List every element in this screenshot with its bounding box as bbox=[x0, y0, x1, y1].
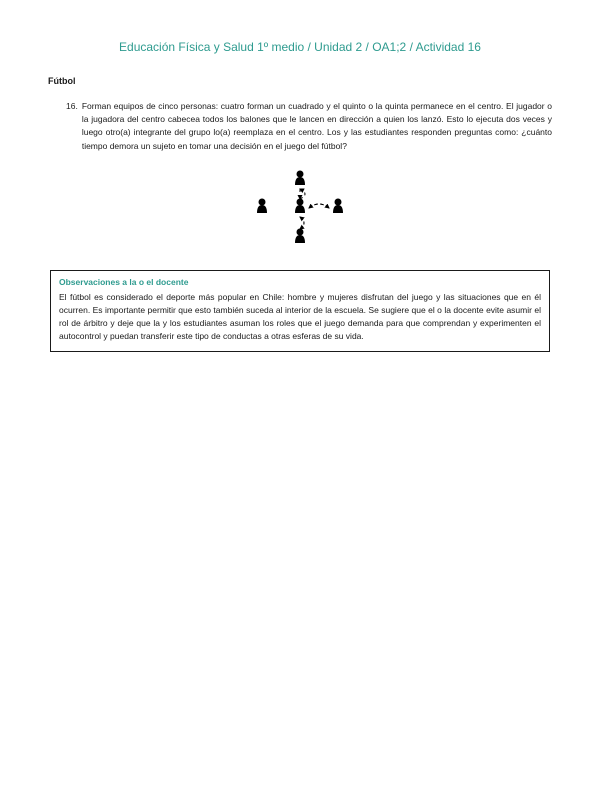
players-diagram bbox=[240, 165, 360, 251]
activity-text: Forman equipos de cinco personas: cuatro… bbox=[82, 100, 552, 153]
observations-text: El fútbol es considerado el deporte más … bbox=[59, 291, 541, 344]
diagram-container bbox=[48, 165, 552, 256]
activity-number: 16. bbox=[66, 100, 78, 153]
document-page: Educación Física y Salud 1º medio / Unid… bbox=[0, 0, 600, 392]
page-title: Educación Física y Salud 1º medio / Unid… bbox=[48, 40, 552, 54]
activity-item: 16. Forman equipos de cinco personas: cu… bbox=[66, 100, 552, 153]
player-icon bbox=[295, 170, 305, 185]
observations-box: Observaciones a la o el docente El fútbo… bbox=[50, 270, 550, 353]
player-icon bbox=[295, 198, 305, 213]
player-icon bbox=[295, 228, 305, 243]
section-heading: Fútbol bbox=[48, 76, 552, 86]
player-icon bbox=[257, 198, 267, 213]
player-icon bbox=[333, 198, 343, 213]
observations-title: Observaciones a la o el docente bbox=[59, 277, 541, 287]
